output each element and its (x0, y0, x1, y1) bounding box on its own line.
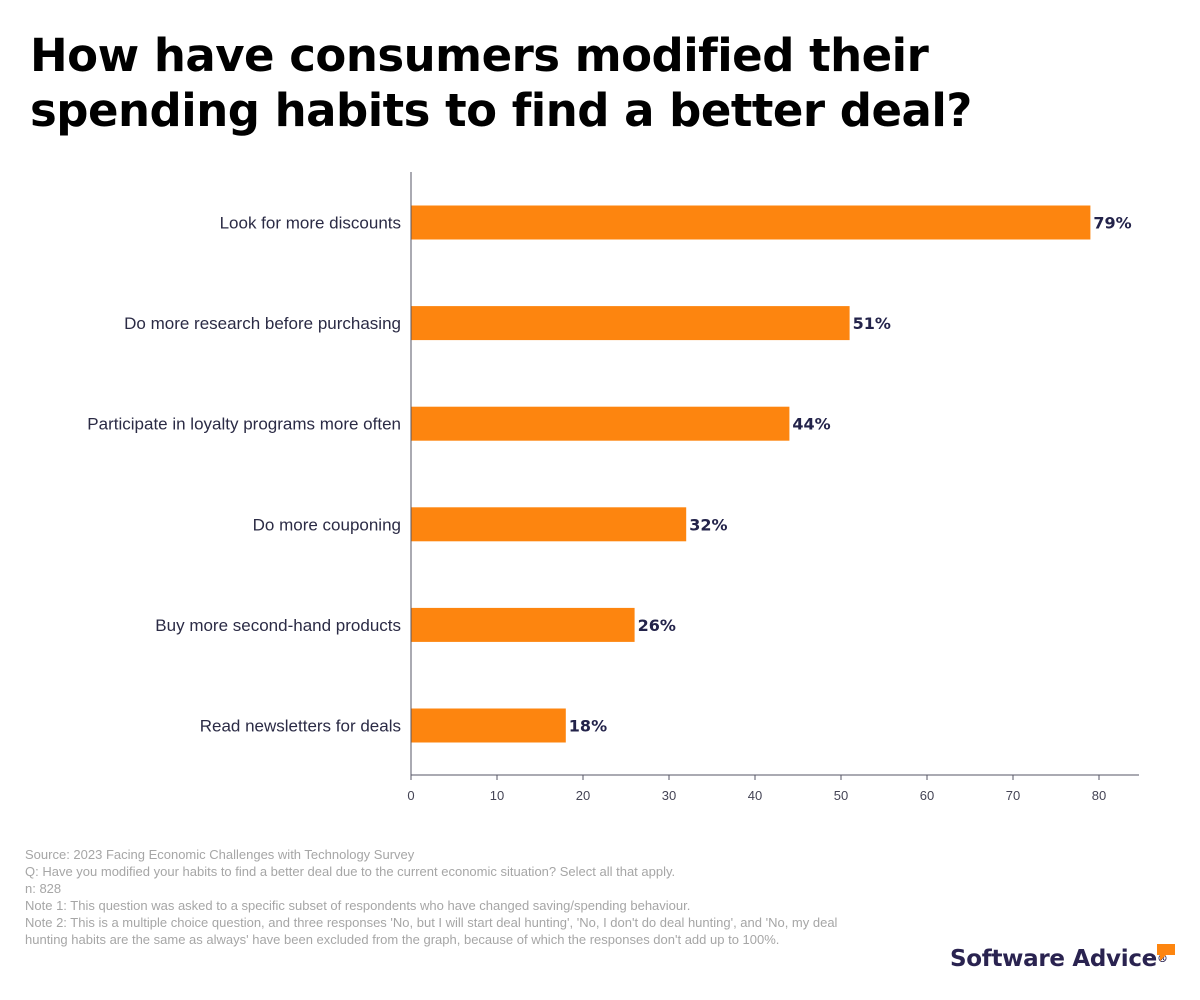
value-label: 51% (853, 314, 891, 333)
bars-layer: Look for more discounts 79% Do more resear… (87, 205, 1132, 743)
x-tick-label: 20 (576, 788, 590, 803)
category-label: Do more research before purchasing (124, 314, 401, 333)
value-label: 32% (689, 515, 727, 534)
x-tick-label: 0 (407, 788, 414, 803)
x-tick-label: 70 (1006, 788, 1020, 803)
x-tick-label: 30 (662, 788, 676, 803)
x-tick-label: 40 (748, 788, 762, 803)
sample-size-note: n: 828 (25, 881, 62, 896)
note-1: Note 1: This question was asked to a spe… (25, 898, 691, 913)
software-advice-logo: Software Advice® (950, 944, 1180, 976)
source-note: Source: 2023 Facing Economic Challenges … (25, 847, 415, 862)
bar-6 (411, 708, 566, 743)
value-label: 44% (792, 415, 830, 434)
speech-bubble-icon (1157, 944, 1175, 961)
x-tick-label: 10 (490, 788, 504, 803)
x-tick-label: 50 (834, 788, 848, 803)
x-tick-label: 80 (1092, 788, 1106, 803)
x-tick-label: 60 (920, 788, 934, 803)
value-label: 26% (638, 616, 676, 635)
category-label: Read newsletters for deals (200, 717, 401, 736)
bar-2 (411, 306, 850, 341)
value-label: 79% (1093, 214, 1131, 233)
category-label: Do more couponing (253, 515, 401, 534)
brand-name: Software Advice® (950, 944, 1168, 974)
axis-layer: 0 10 20 30 40 50 60 70 80 (407, 172, 1139, 803)
category-label: Look for more discounts (220, 214, 401, 233)
note-2: Note 2: This is a multiple choice questi… (25, 915, 838, 947)
bar-1 (411, 205, 1091, 240)
bar-5 (411, 607, 635, 642)
category-label: Participate in loyalty programs more oft… (87, 415, 401, 434)
question-note: Q: Have you modified your habits to find… (25, 864, 676, 879)
bar-4 (411, 507, 687, 542)
bar-3 (411, 406, 790, 441)
category-label: Buy more second-hand products (155, 616, 401, 635)
footnotes: Source: 2023 Facing Economic Challenges … (25, 846, 865, 948)
bar-chart: Look for more discounts 79% Do more resear… (87, 172, 1139, 803)
value-label: 18% (569, 717, 607, 736)
chart-title: How have consumers modified their spendi… (30, 29, 972, 137)
